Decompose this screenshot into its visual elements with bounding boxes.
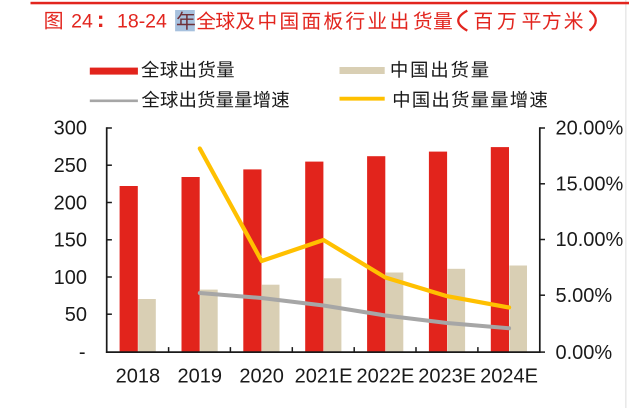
svg-text:18-24: 18-24: [117, 10, 167, 32]
svg-text:2020: 2020: [239, 365, 284, 387]
svg-text:20.00%: 20.00%: [556, 118, 624, 140]
svg-text:2023E: 2023E: [418, 365, 476, 387]
svg-text:24: 24: [71, 10, 93, 32]
svg-text:10.00%: 10.00%: [556, 229, 624, 251]
svg-text:100: 100: [54, 267, 87, 289]
svg-text:2024E: 2024E: [480, 365, 538, 387]
svg-text:0.00%: 0.00%: [556, 342, 613, 364]
svg-text:2022E: 2022E: [356, 365, 414, 387]
svg-text:2019: 2019: [178, 365, 223, 387]
svg-text:5.00%: 5.00%: [556, 285, 613, 307]
svg-text:2018: 2018: [116, 365, 161, 387]
svg-text:250: 250: [54, 155, 87, 177]
svg-text:50: 50: [65, 304, 87, 326]
svg-text:-: -: [79, 342, 86, 364]
svg-text:15.00%: 15.00%: [556, 174, 624, 196]
svg-text:300: 300: [54, 118, 87, 140]
svg-text:150: 150: [54, 230, 87, 252]
svg-text:2021E: 2021E: [295, 365, 353, 387]
svg-text:200: 200: [54, 192, 87, 214]
